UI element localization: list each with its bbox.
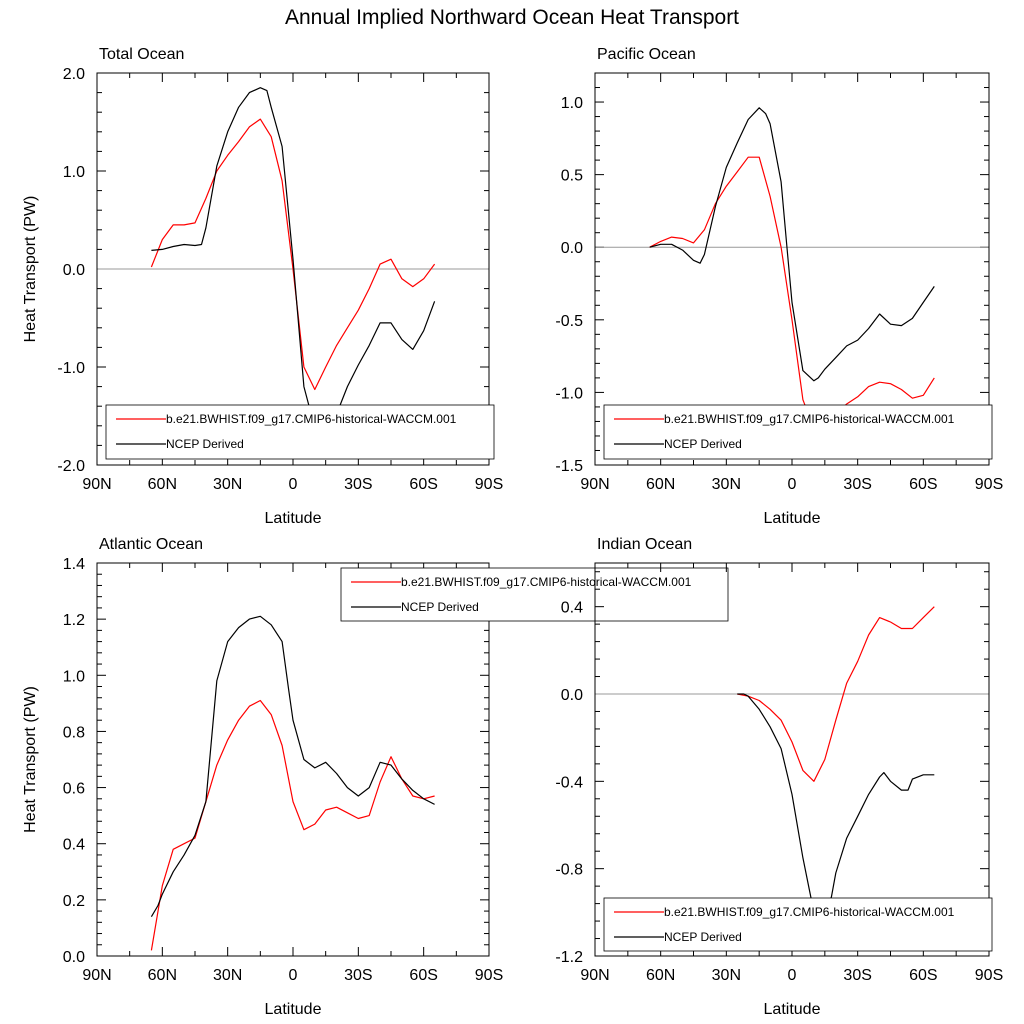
y-tick-label: 0.0 xyxy=(561,240,583,257)
panel-total-ocean: Total Ocean 90N 60N 30N 0 30S 60S 90S -2.0 -1.0 0.… xyxy=(22,46,503,527)
x-tick-label: 90S xyxy=(975,967,1003,984)
legend-box xyxy=(340,567,729,622)
legend-label: NCEP Derived xyxy=(664,930,742,944)
y-tick-label: -0.5 xyxy=(555,313,583,330)
y-tick-label: -0.8 xyxy=(555,862,583,879)
x-tick-label: 60N xyxy=(148,476,177,493)
x-tick-label: 60N xyxy=(646,476,675,493)
series-line-model xyxy=(649,156,935,430)
y-tick-label: 1.0 xyxy=(63,668,85,685)
legend: b.e21.BWHIST.f09_g17.CMIP6-historical-WA… xyxy=(105,404,495,460)
x-tick-label: 90S xyxy=(475,967,503,984)
y-tick-label: 1.0 xyxy=(63,164,85,181)
plot-frame xyxy=(96,72,490,466)
y-axis-label: Heat Transport (PW) xyxy=(22,686,39,833)
y-tick-label: 2.0 xyxy=(63,66,85,83)
x-tick-label: 0 xyxy=(788,967,797,984)
x-tick-label: 90N xyxy=(82,967,111,984)
x-tick-label: 60S xyxy=(409,476,437,493)
series-line-model xyxy=(150,699,435,951)
panel-indian-ocean: Indian Ocean 90N 60N 30N 0 30S 60S 90S -1.2 -0.8 -… xyxy=(555,536,1003,1018)
legend-label: b.e21.BWHIST.f09_g17.CMIP6-historical-WA… xyxy=(664,412,955,426)
x-tick-label: 30N xyxy=(712,967,741,984)
y-tick-label: 1.4 xyxy=(63,556,85,573)
legend-box xyxy=(105,404,495,460)
y-tick-label: 0.5 xyxy=(561,168,583,185)
plot-frame xyxy=(594,72,990,466)
x-tick-label: 90S xyxy=(975,476,1003,493)
x-tick-label: 0 xyxy=(289,967,298,984)
x-axis-label: Latitude xyxy=(265,510,322,527)
x-axis-label: Latitude xyxy=(764,1001,821,1018)
x-tick-label: 30N xyxy=(213,476,242,493)
x-tick-label: 90S xyxy=(475,476,503,493)
x-tick-label: 60S xyxy=(409,967,437,984)
x-tick-label: 30S xyxy=(344,967,372,984)
x-tick-label: 60S xyxy=(909,476,937,493)
y-tick-label: -1.0 xyxy=(555,385,583,402)
x-axis-label: Latitude xyxy=(764,510,821,527)
y-tick-label: 1.2 xyxy=(63,612,85,629)
series-line-ncep xyxy=(737,693,935,924)
y-tick-label: 0.4 xyxy=(561,600,583,617)
panel-pacific-ocean: Pacific Ocean 90N 60N 30N 0 30S 60S 90S -1.5 -1.0… xyxy=(555,46,1003,527)
legend-label: b.e21.BWHIST.f09_g17.CMIP6-historical-WA… xyxy=(401,575,692,589)
y-tick-label: -1.2 xyxy=(555,949,583,966)
series-line-ncep xyxy=(649,107,935,382)
y-tick-label: 0.0 xyxy=(561,687,583,704)
x-tick-label: 90N xyxy=(580,967,609,984)
panel-title: Atlantic Ocean xyxy=(99,536,203,553)
x-axis-label: Latitude xyxy=(265,1001,322,1018)
y-tick-label: 0.0 xyxy=(63,262,85,279)
legend-box xyxy=(603,897,993,952)
y-tick-label: -1.5 xyxy=(555,458,583,475)
y-tick-label: 0.4 xyxy=(63,837,85,854)
y-tick-label: -2.0 xyxy=(57,458,85,475)
legend: b.e21.BWHIST.f09_g17.CMIP6-historical-WA… xyxy=(603,404,993,460)
x-tick-label: 90N xyxy=(82,476,111,493)
y-tick-label: 0.0 xyxy=(63,949,85,966)
panel-title: Indian Ocean xyxy=(597,536,692,553)
y-tick-label: 1.0 xyxy=(561,95,583,112)
plot-frame xyxy=(594,562,990,957)
legend-label: NCEP Derived xyxy=(166,437,244,451)
legend-label: b.e21.BWHIST.f09_g17.CMIP6-historical-WA… xyxy=(166,412,457,426)
series-line-model xyxy=(737,606,935,782)
x-tick-label: 60S xyxy=(909,967,937,984)
x-tick-label: 60N xyxy=(646,967,675,984)
x-tick-label: 30S xyxy=(843,476,871,493)
x-tick-label: 30S xyxy=(344,476,372,493)
y-tick-label: -1.0 xyxy=(57,360,85,377)
y-tick-label: 0.8 xyxy=(63,724,85,741)
plot-frame xyxy=(96,562,490,957)
x-tick-label: 60N xyxy=(148,967,177,984)
legend: b.e21.BWHIST.f09_g17.CMIP6-historical-WA… xyxy=(340,567,729,622)
y-tick-label: 0.2 xyxy=(63,893,85,910)
legend-label: NCEP Derived xyxy=(664,437,742,451)
legend: b.e21.BWHIST.f09_g17.CMIP6-historical-WA… xyxy=(603,897,993,952)
x-tick-label: 0 xyxy=(289,476,298,493)
legend-box xyxy=(603,404,993,460)
y-axis-label: Heat Transport (PW) xyxy=(22,196,39,343)
figure-title: Annual Implied Northward Ocean Heat Tran… xyxy=(284,6,740,29)
panel-title: Pacific Ocean xyxy=(597,46,696,63)
x-tick-label: 0 xyxy=(788,476,797,493)
x-tick-label: 90N xyxy=(580,476,609,493)
x-tick-label: 30S xyxy=(843,967,871,984)
y-tick-label: -0.4 xyxy=(555,774,583,791)
panel-atlantic-ocean: Atlantic Ocean 90N 60N 30N 0 30S 60S 90S 0.0 0.2 0… xyxy=(22,536,729,1018)
y-tick-label: 0.6 xyxy=(63,781,85,798)
legend-label: NCEP Derived xyxy=(401,600,479,614)
series-line-ncep xyxy=(150,615,435,918)
x-tick-label: 30N xyxy=(213,967,242,984)
x-tick-label: 30N xyxy=(712,476,741,493)
series-line-model xyxy=(150,118,436,391)
panel-title: Total Ocean xyxy=(99,46,184,63)
series-line-ncep xyxy=(151,87,436,434)
legend-label: b.e21.BWHIST.f09_g17.CMIP6-historical-WA… xyxy=(664,905,955,919)
